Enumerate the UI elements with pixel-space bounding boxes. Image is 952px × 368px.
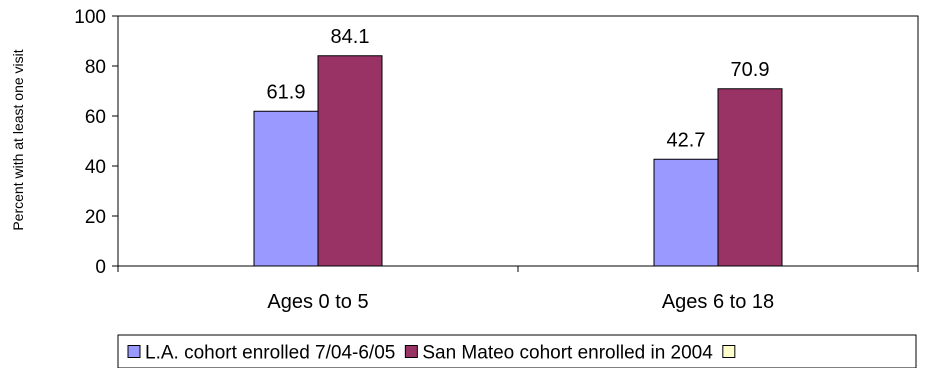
y-tick-label: 80: [85, 57, 106, 78]
legend-box: [117, 334, 917, 368]
plot-frame: [117, 15, 919, 267]
y-tick-label: 100: [74, 7, 106, 28]
legend-swatch: [127, 345, 141, 358]
plot-area: 0 20 40 60 80 100 61.9 84.1 Ages 0 to 5 42.7 70.9 A…: [74, 7, 919, 313]
legend-entry: San Mateo cohort enrolled in 2004: [422, 343, 713, 364]
legend-entry: L.A. cohort enrolled 7/04-6/05: [145, 343, 395, 364]
bar: [717, 88, 783, 267]
legend-swatch: [404, 345, 418, 358]
x-tick-label: Ages 0 to 5: [267, 291, 368, 313]
legend: L.A. cohort enrolled 7/04-6/05 San Mateo …: [117, 334, 917, 368]
data-label: 84.1: [331, 26, 370, 48]
y-tick-label: 20: [85, 207, 106, 228]
data-label: 61.9: [267, 81, 306, 103]
legend-swatch: [722, 345, 736, 358]
y-axis-label: Percent with at least one visit: [10, 49, 26, 230]
data-label: 42.7: [667, 129, 706, 151]
y-tick-label: 60: [85, 107, 106, 128]
bar: [253, 110, 319, 267]
data-label: 70.9: [731, 59, 770, 81]
y-tick-label: 0: [95, 257, 106, 278]
x-tick-label: Ages 6 to 18: [662, 291, 774, 313]
bar: [653, 158, 719, 267]
y-tick-label: 40: [85, 157, 106, 178]
bar: [317, 55, 383, 267]
